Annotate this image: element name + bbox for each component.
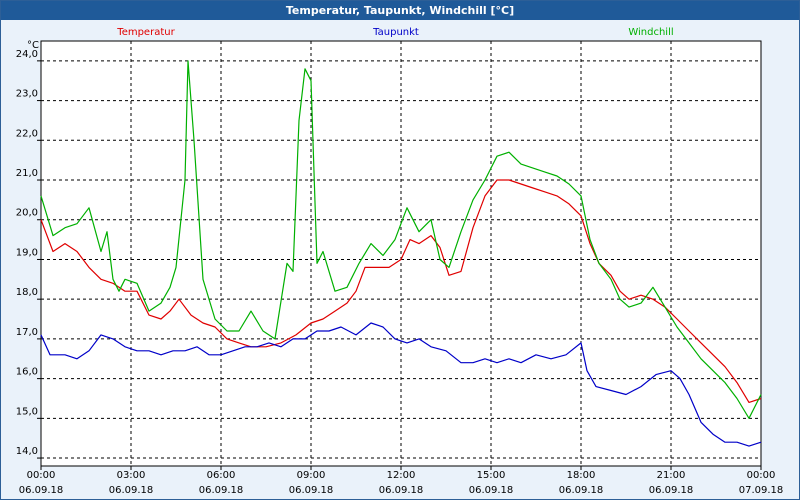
x-tick-time-label: 18:00 <box>567 470 596 481</box>
series-line-taupunkt <box>40 322 762 447</box>
series-line-windchill <box>40 60 762 419</box>
y-tick-label: 20,0 <box>16 208 38 219</box>
legend-label-temperatur: Temperatur <box>116 27 175 38</box>
y-tick-label: 19,0 <box>16 247 38 258</box>
x-tick-date-label: 06.09.18 <box>469 485 514 496</box>
y-tick-label: 17,0 <box>16 327 38 338</box>
grid <box>41 41 761 466</box>
window-title: Temperatur, Taupunkt, Windchill [°C] <box>1 1 799 20</box>
series-line-temperatur <box>40 179 762 403</box>
chart: 24,0 23,0 22,0 21,0 20,0 19,0 18,0 17,0 16,0 15,0… <box>16 27 784 496</box>
x-tick-time-label: 21:00 <box>657 470 686 481</box>
x-tick-time-label: 15:00 <box>477 470 506 481</box>
x-tick-date-label: 06.09.18 <box>19 485 64 496</box>
y-tick-label: 14,0 <box>16 446 38 457</box>
axes: 24,0 23,0 22,0 21,0 20,0 19,0 18,0 17,0 16,0 15,0… <box>16 40 784 496</box>
x-tick-time-label: 00:00 <box>747 470 776 481</box>
y-tick-label: 23,0 <box>16 89 38 100</box>
x-tick-date-label: 06.09.18 <box>649 485 694 496</box>
series-lines <box>40 60 762 447</box>
y-tick-label: 15,0 <box>16 406 38 417</box>
plot-frame <box>40 40 762 467</box>
x-tick-date-label: 07.09.18 <box>739 485 784 496</box>
x-tick-time-label: 06:00 <box>207 470 236 481</box>
x-tick-date-label: 06.09.18 <box>199 485 244 496</box>
x-tick-date-label: 06.09.18 <box>559 485 604 496</box>
y-tick-label: 22,0 <box>16 128 38 139</box>
x-tick-time-label: 09:00 <box>297 470 326 481</box>
legend-label-windchill: Windchill <box>628 27 673 38</box>
y-tick-label: 16,0 <box>16 367 38 378</box>
y-tick-label: 18,0 <box>16 287 38 298</box>
y-tick-label: 21,0 <box>16 168 38 179</box>
x-tick-time-label: 12:00 <box>387 470 416 481</box>
y-tick-label: 24,0 <box>16 49 38 60</box>
y-axis-unit-label: °C <box>27 40 39 51</box>
x-tick-date-label: 06.09.18 <box>289 485 334 496</box>
x-tick-date-label: 06.09.18 <box>379 485 424 496</box>
x-tick-time-label: 00:00 <box>27 470 56 481</box>
legend-label-taupunkt: Taupunkt <box>372 27 419 38</box>
legend: Temperatur Taupunkt Windchill <box>116 27 673 38</box>
x-tick-time-label: 03:00 <box>117 470 146 481</box>
x-tick-date-label: 06.09.18 <box>109 485 154 496</box>
